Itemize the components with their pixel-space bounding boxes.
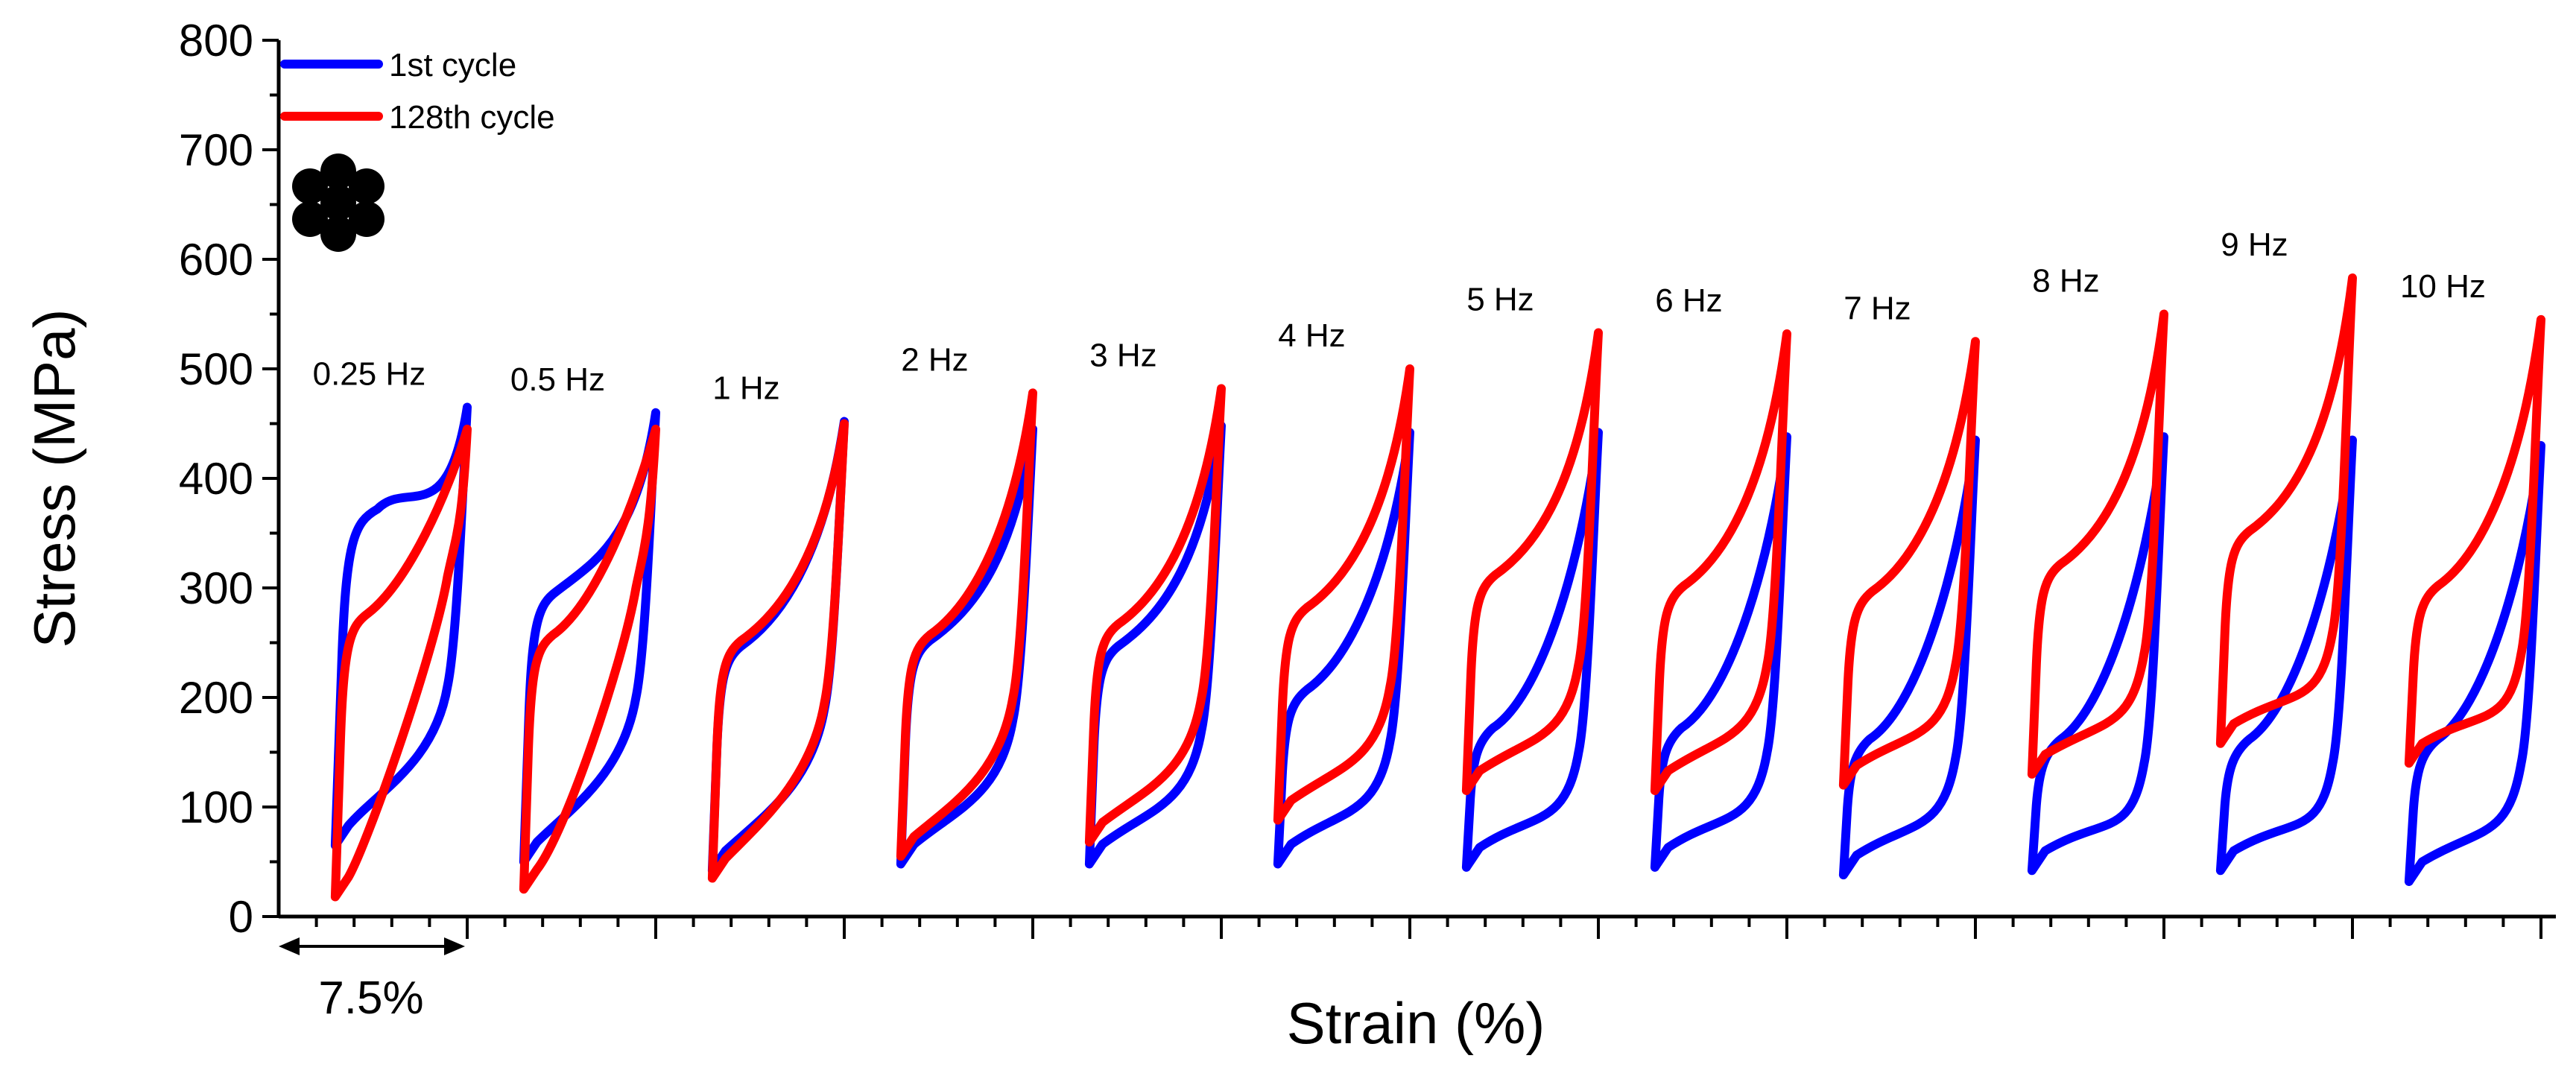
x-axis-ticks — [314, 917, 2542, 939]
y-tick-label: 400 — [179, 454, 253, 504]
frequency-label: 9 Hz — [2221, 227, 2288, 263]
128th-cycle-loop — [707, 419, 849, 883]
panel-0.25-hz — [330, 402, 472, 902]
128th-cycle-loop — [2215, 273, 2357, 748]
frequency-label: 0.25 Hz — [313, 355, 426, 392]
128th-cycle-loop — [896, 388, 1037, 861]
frequency-labels: 0.25 Hz 0.5 Hz 1 Hz 2 Hz 3 Hz 4 Hz 5 Hz 6 Hz 7 H… — [313, 227, 2486, 407]
panel-10-hz — [2404, 314, 2545, 886]
panel-2-hz — [896, 388, 1037, 869]
y-axis-ticks: 0 100 200 300 400 500 600 700 800 — [179, 16, 279, 942]
y-tick-label: 600 — [179, 235, 253, 285]
1st-cycle-loop — [330, 402, 472, 850]
128th-cycle-loop — [1461, 328, 1603, 795]
128th-cycle-loop — [1838, 337, 1980, 790]
frequency-label: 7 Hz — [1844, 290, 1911, 326]
scale-left-arrow — [279, 937, 300, 955]
128th-cycle-loop — [1650, 329, 1791, 795]
frequency-label: 4 Hz — [1278, 317, 1345, 354]
panel-1-hz — [707, 417, 849, 883]
scale-right-arrow — [444, 937, 465, 955]
panel-8-hz — [2027, 309, 2168, 876]
frequency-label: 3 Hz — [1089, 337, 1156, 373]
128th-cycle-loop — [1273, 364, 1414, 825]
1st-cycle-loop — [2215, 435, 2357, 876]
strain-scale-bar: 7.5% — [279, 937, 465, 1024]
hysteresis-loops — [330, 273, 2545, 902]
128th-cycle-loop — [330, 424, 472, 902]
y-tick-label: 500 — [179, 344, 253, 394]
panel-0.5-hz — [519, 408, 660, 894]
1st-cycle-loop — [2027, 432, 2168, 876]
y-axis-title: Stress (MPa) — [22, 308, 87, 648]
legend-label-128th-cycle: 128th cycle — [389, 99, 555, 136]
panel-4-hz — [1273, 364, 1414, 869]
128th-cycle-loop — [519, 424, 660, 894]
wire-strand-icon — [292, 154, 384, 252]
frequency-label: 1 Hz — [712, 370, 779, 407]
frequency-label: 0.5 Hz — [510, 361, 605, 398]
y-tick-label: 700 — [179, 125, 253, 175]
y-tick-label: 0 — [229, 892, 253, 942]
scale-bar-label: 7.5% — [318, 972, 423, 1024]
frequency-label: 8 Hz — [2032, 263, 2099, 300]
frequency-label: 10 Hz — [2400, 268, 2486, 305]
frequency-label: 2 Hz — [901, 341, 968, 378]
128th-cycle-loop — [1084, 384, 1226, 847]
y-tick-label: 100 — [179, 782, 253, 832]
y-tick-label: 200 — [179, 673, 253, 723]
y-tick-label: 300 — [179, 563, 253, 613]
panel-5-hz — [1461, 328, 1603, 872]
legend-label-1st-cycle: 1st cycle — [389, 47, 516, 83]
panel-6-hz — [1650, 329, 1791, 872]
frequency-label: 6 Hz — [1655, 282, 1722, 319]
128th-cycle-loop — [2027, 309, 2168, 779]
y-tick-label: 800 — [179, 16, 253, 66]
panel-9-hz — [2215, 273, 2357, 876]
frequency-label: 5 Hz — [1466, 281, 1534, 317]
panel-3-hz — [1084, 384, 1226, 869]
panel-7-hz — [1838, 337, 1980, 880]
128th-cycle-loop — [2404, 314, 2545, 768]
x-axis-title: Strain (%) — [1287, 990, 1545, 1056]
1st-cycle-loop — [1650, 432, 1791, 872]
legend: 1st cycle 128th cycle — [280, 47, 555, 136]
